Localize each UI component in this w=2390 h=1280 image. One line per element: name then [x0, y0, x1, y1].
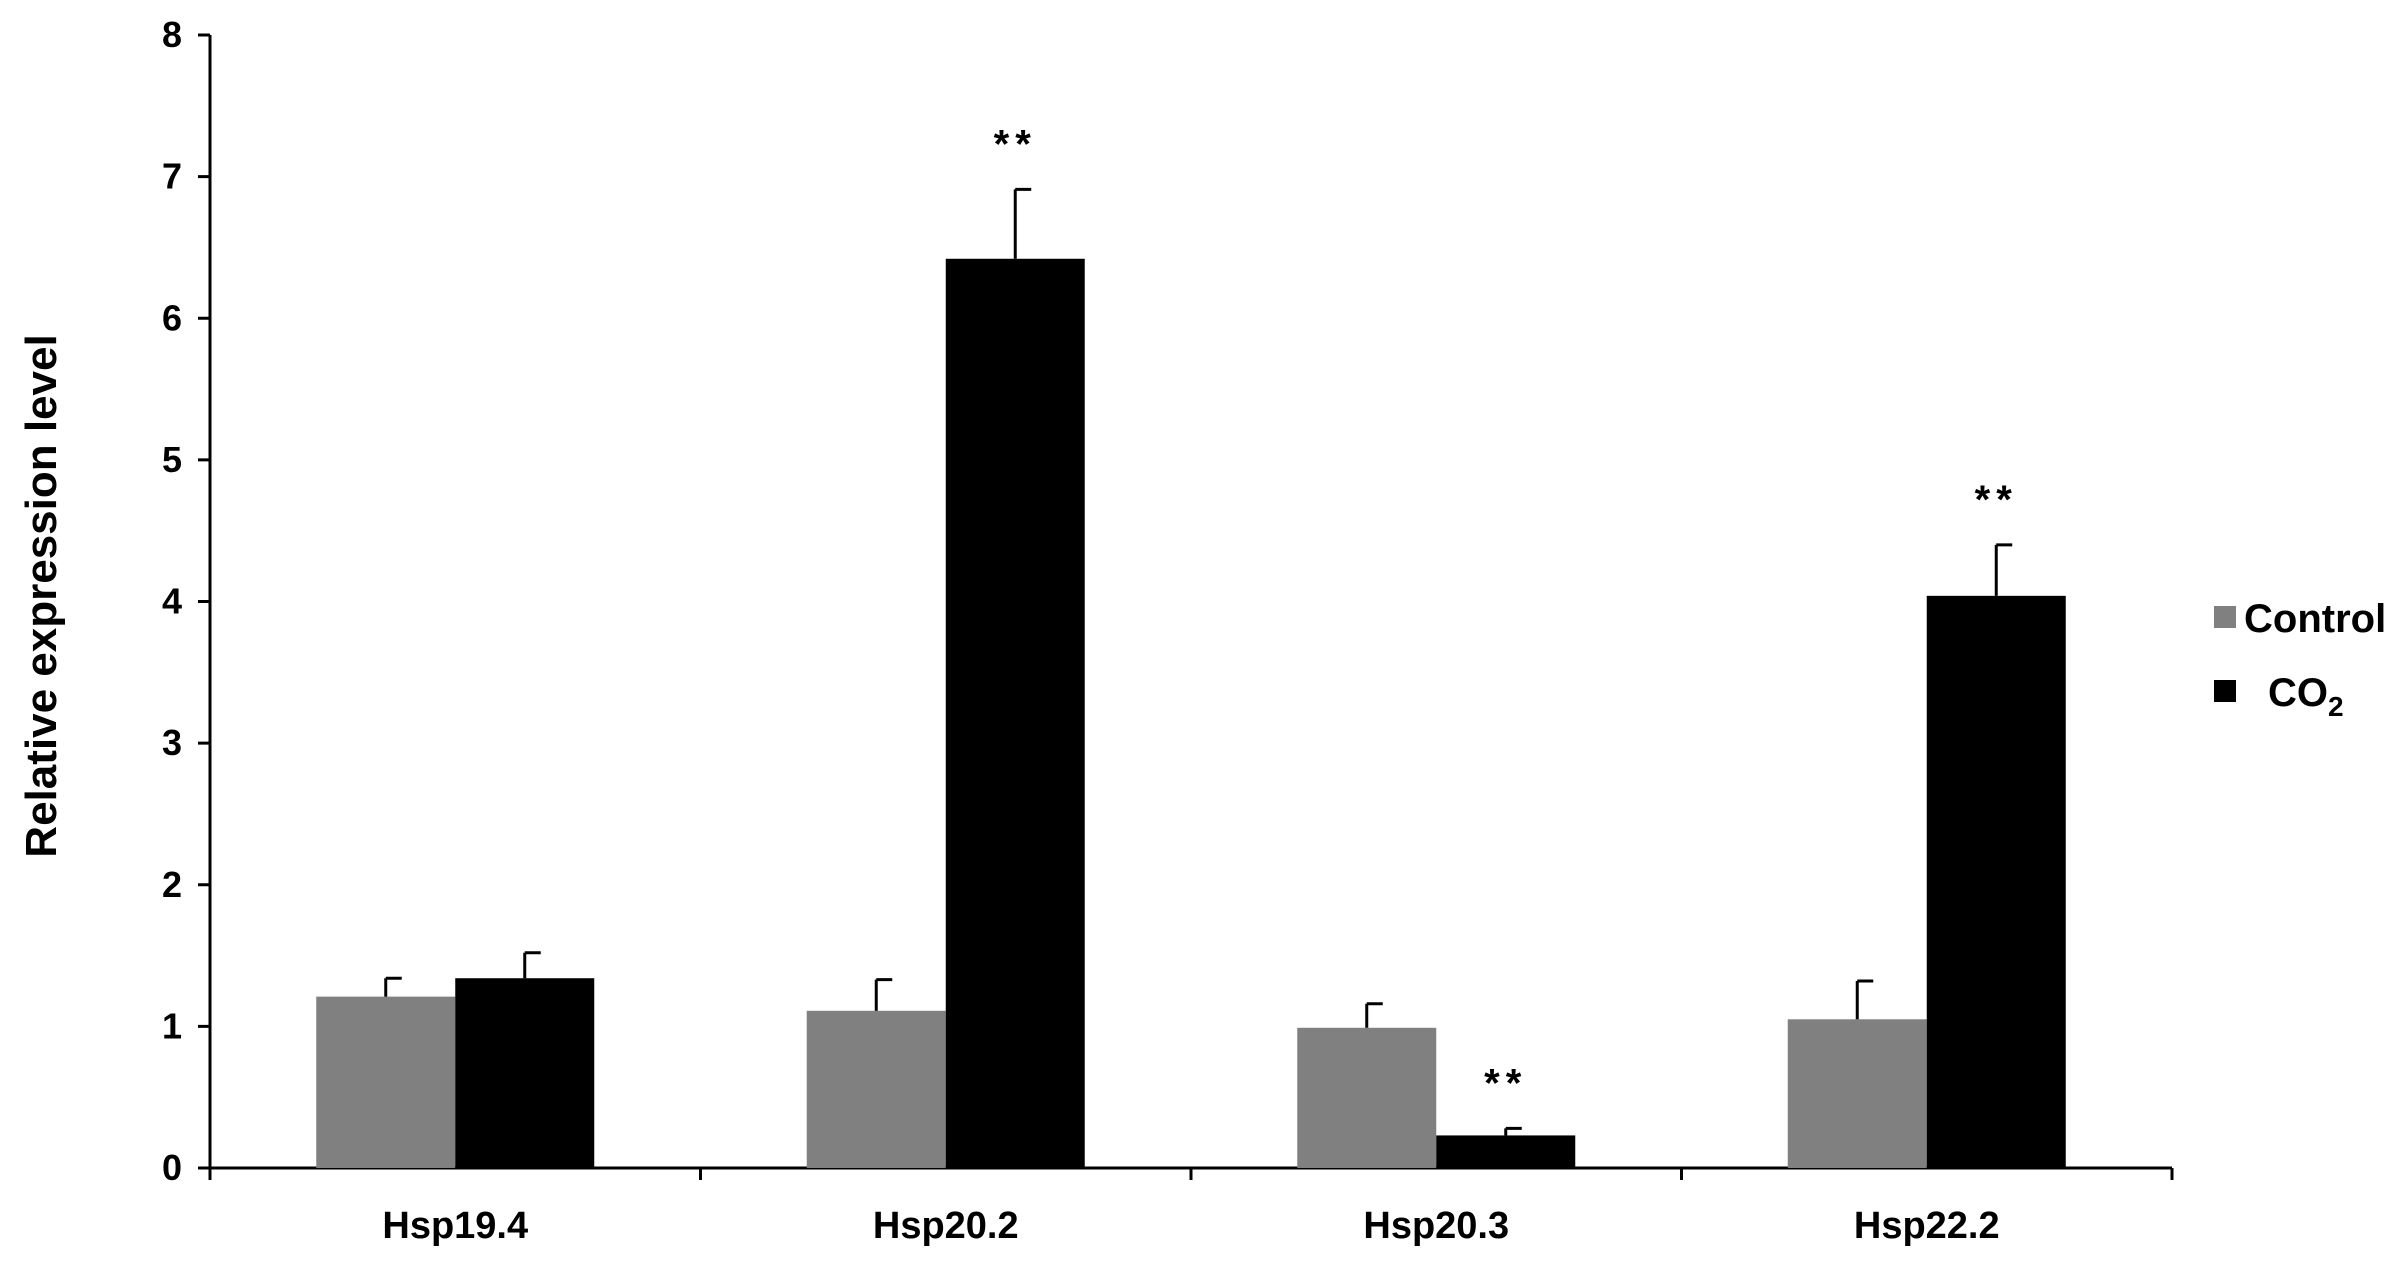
- bar-co: [1926, 595, 2066, 1168]
- significance-marker: **: [1975, 478, 2018, 522]
- labels: 0 1 2 3 4 5 6 7 8 Hsp19.4 Hsp20.2 ** Hsp20.3 ** Hsp22.…: [162, 14, 2018, 1247]
- bar-control: [316, 996, 456, 1168]
- legend-label: CO2: [2268, 671, 2344, 722]
- y-tick-label: 8: [162, 14, 182, 55]
- legend-swatch-co: [2214, 680, 2236, 702]
- bar-co: [455, 978, 595, 1168]
- significance-marker: **: [1484, 1061, 1527, 1105]
- y-tick-label: 1: [162, 1005, 182, 1046]
- y-tick-label: 3: [162, 722, 182, 763]
- x-category-label: Hsp19.4: [382, 1205, 528, 1247]
- bar-control: [1297, 1027, 1437, 1168]
- legend-swatch-control: [2214, 606, 2236, 628]
- y-axis-title: Relative expression level: [17, 334, 66, 857]
- x-category-label: Hsp22.2: [1854, 1205, 2000, 1247]
- y-tick-label: 0: [162, 1147, 182, 1188]
- y-tick-label: 5: [162, 439, 182, 480]
- bar-co: [1436, 1135, 1576, 1168]
- bar-control: [1787, 1019, 1927, 1168]
- significance-marker: **: [994, 122, 1037, 166]
- bar-control: [806, 1010, 946, 1168]
- y-tick-label: 6: [162, 297, 182, 338]
- x-category-label: Hsp20.2: [873, 1205, 1019, 1247]
- bars: [316, 187, 2066, 1169]
- y-tick-label: 4: [162, 581, 182, 622]
- bar-co: [945, 258, 1085, 1169]
- y-tick-label: 7: [162, 156, 182, 197]
- y-tick-label: 2: [162, 864, 182, 905]
- legend: Control CO2: [2214, 597, 2386, 722]
- legend-label-subscript: 2: [2328, 691, 2344, 722]
- legend-label: Control: [2244, 597, 2386, 641]
- x-category-label: Hsp20.3: [1363, 1205, 1509, 1247]
